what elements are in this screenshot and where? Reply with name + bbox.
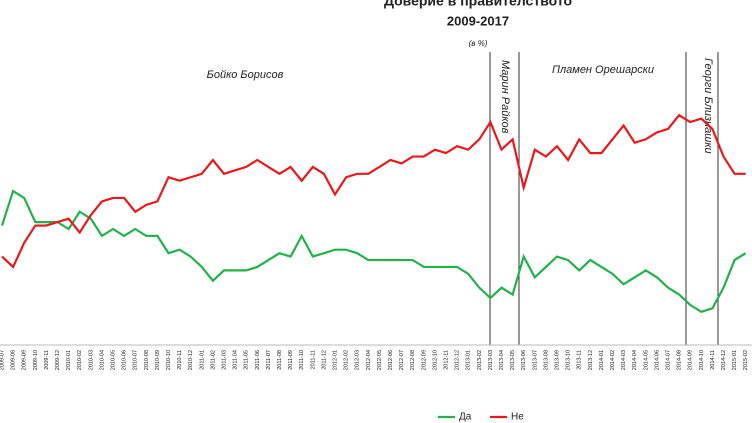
chart-subtitle: 2009-2017	[447, 13, 509, 28]
x-tick-label: 2012-07	[399, 350, 405, 370]
x-tick-label: 2015-02	[743, 350, 749, 370]
x-tick-label: 2011-06	[255, 350, 261, 370]
x-tick-label: 2010-02	[77, 350, 83, 370]
x-tick-label: 2013-07	[532, 350, 538, 370]
annotation: Бойко Борисов	[207, 69, 284, 81]
x-tick-label: 2014-02	[610, 350, 616, 370]
x-tick-label: 2009-10	[33, 350, 39, 370]
x-tick-label: 2014-03	[621, 350, 627, 370]
x-tick-label: 2010-07	[133, 350, 139, 370]
x-tick-label: 2013-01	[466, 350, 472, 370]
x-tick-label: 2014-08	[677, 350, 683, 370]
series-line	[1, 113, 746, 269]
x-tick-label: 2011-05	[244, 350, 250, 370]
x-tick-label: 2009-07	[0, 350, 5, 370]
x-tick-label: 2009-12	[55, 350, 61, 370]
x-tick-label: 2010-09	[155, 350, 161, 370]
x-tick-label: 2013-06	[521, 350, 527, 370]
x-tick-label: 2013-05	[510, 350, 516, 370]
x-tick-label: 2014-11	[710, 350, 716, 370]
x-tick-label: 2013-04	[499, 350, 505, 370]
annotation: Марин Райков	[499, 60, 511, 134]
x-tick-label: 2010-04	[99, 350, 105, 370]
x-tick-label: 2014-12	[721, 350, 727, 370]
x-tick-label: 2011-08	[277, 350, 283, 370]
x-tick-label: 2012-12	[455, 350, 461, 370]
x-tick-label: 2014-05	[643, 350, 649, 370]
annotation: Георги Близнашки	[702, 58, 714, 154]
x-tick-label: 2012-09	[421, 350, 427, 370]
x-tick-label: 2013-12	[588, 350, 594, 370]
x-tick-label: 2011-04	[233, 350, 239, 370]
x-tick-label: 2011-09	[288, 350, 294, 370]
series-line	[0, 189, 747, 313]
x-tick-label: 2012-11	[443, 350, 449, 370]
x-tick-label: 2009-11	[44, 350, 50, 370]
x-tick-label: 2012-04	[366, 350, 372, 370]
x-tick-label: 2013-03	[488, 350, 494, 370]
x-tick-label: 2011-11	[310, 350, 316, 369]
x-tick-label: 2012-08	[410, 350, 416, 370]
x-tick-label: 2010-01	[66, 350, 72, 370]
x-tick-label: 2013-02	[477, 350, 483, 370]
x-tick-label: 2013-10	[566, 350, 572, 370]
x-tick-label: 2011-10	[299, 350, 305, 370]
chart-title: Доверие в правителството	[384, 0, 572, 9]
x-tick-label: 2011-02	[210, 350, 216, 370]
x-tick-label: 2010-11	[177, 350, 183, 370]
x-tick-label: 2011-12	[321, 350, 327, 370]
x-tick-label: 2012-05	[377, 350, 383, 370]
x-tick-label: 2010-08	[144, 350, 150, 370]
x-tick-label: 2012-01	[332, 350, 338, 370]
unit-note: (в %)	[469, 39, 488, 48]
x-tick-label: 2014-09	[688, 350, 694, 370]
x-tick-label: 2010-03	[88, 350, 94, 370]
x-tick-label: 2010-12	[188, 350, 194, 370]
x-tick-label: 2010-05	[110, 350, 116, 370]
x-tick-label: 2013-11	[577, 350, 583, 370]
x-tick-label: 2012-03	[355, 350, 361, 370]
legend-label: Да	[459, 412, 472, 423]
x-tick-label: 2012-02	[344, 350, 350, 370]
x-tick-label: 2011-01	[199, 350, 205, 370]
x-tick-label: 2014-04	[632, 350, 638, 370]
x-tick-label: 2012-06	[388, 350, 394, 370]
legend-label: Не	[511, 412, 524, 423]
annotation: Пламен Орешарски	[552, 64, 654, 76]
x-tick-label: 2014-01	[599, 350, 605, 370]
x-tick-label: 2009-08	[11, 350, 17, 370]
x-tick-label: 2014-06	[654, 350, 660, 370]
x-tick-label: 2010-06	[122, 350, 128, 370]
x-tick-label: 2014-10	[699, 350, 705, 370]
x-tick-label: 2011-03	[221, 350, 227, 370]
x-tick-label: 2012-10	[432, 350, 438, 370]
x-tick-label: 2011-07	[266, 350, 272, 370]
x-tick-label: 2010-10	[166, 350, 172, 370]
x-tick-label: 2013-09	[554, 350, 560, 370]
x-tick-label: 2013-08	[543, 350, 549, 370]
x-tick-label: 2014-07	[665, 350, 671, 370]
x-tick-label: 2015-01	[732, 350, 738, 370]
x-tick-label: 2009-09	[22, 350, 28, 370]
